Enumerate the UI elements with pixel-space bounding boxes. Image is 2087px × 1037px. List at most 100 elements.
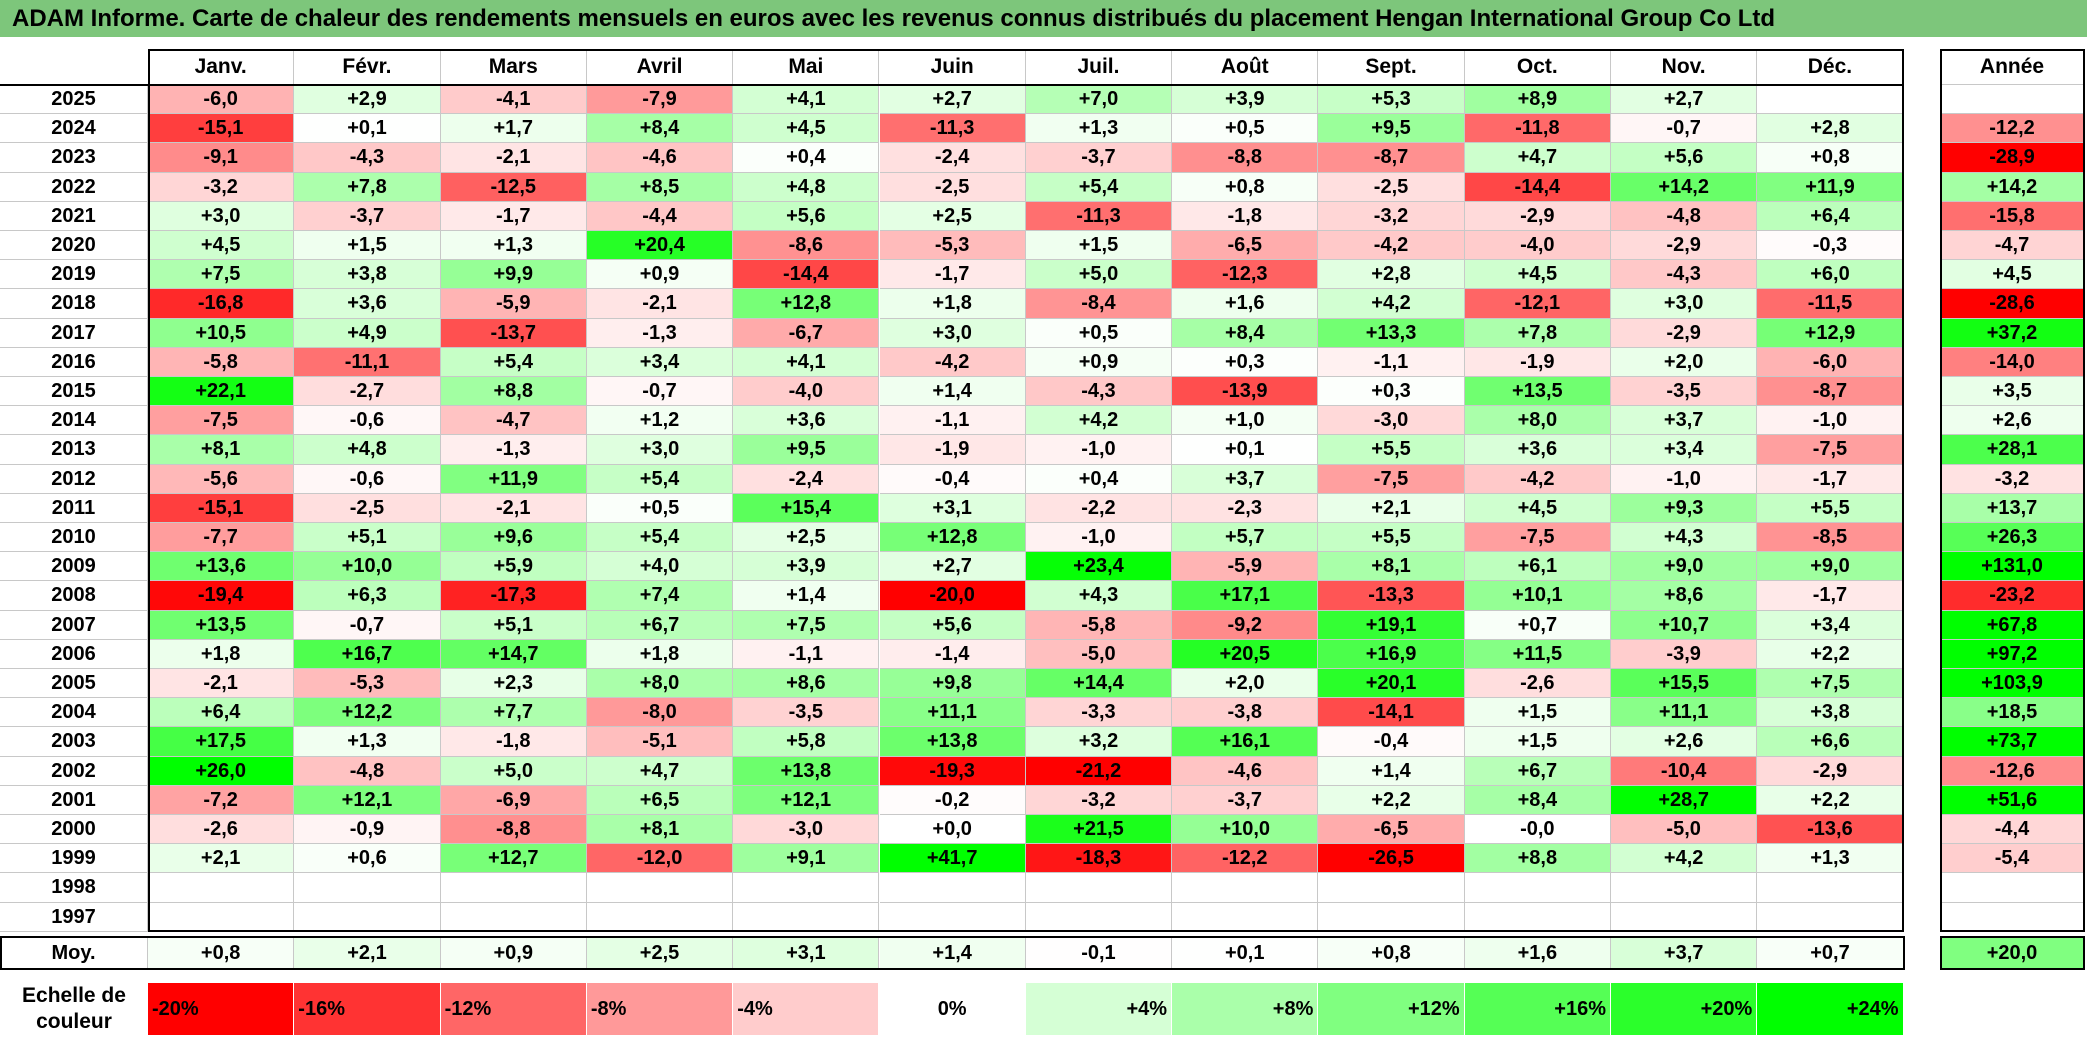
heatmap-cell: -5,9	[440, 289, 587, 319]
heatmap-cell: +13,3	[1318, 318, 1465, 348]
heatmap-cell: +11,9	[440, 464, 587, 494]
heatmap-cell: -1,3	[586, 318, 734, 348]
heatmap-cell: -12,1	[1464, 289, 1611, 319]
heatmap-cell: -6,5	[1318, 815, 1465, 845]
average-cell: +0,8	[148, 936, 295, 969]
annual-cell: -23,2	[1940, 581, 2085, 611]
average-cell: -0,1	[1025, 936, 1173, 969]
year-label: 2023	[0, 143, 148, 173]
average-cell: +2,1	[294, 936, 441, 969]
annual-cell: +14,2	[1940, 172, 2085, 202]
heatmap-cell: -4,0	[1464, 231, 1611, 261]
heatmap-cell: -8,0	[586, 698, 734, 728]
heatmap-cell: +3,6	[294, 289, 441, 319]
heatmap-cell: +1,5	[1025, 231, 1173, 261]
heatmap-cell: +1,5	[1464, 698, 1611, 728]
heatmap-cell	[294, 902, 441, 932]
annual-cell: +131,0	[1940, 552, 2085, 582]
heatmap-cell: +2,5	[733, 523, 880, 553]
annual-cell: -15,8	[1940, 201, 2085, 231]
heatmap-cell: +10,0	[294, 552, 441, 582]
heatmap-cell: +0,5	[586, 493, 734, 523]
year-label: 2014	[0, 406, 148, 436]
heatmap-cell: +5,4	[440, 347, 587, 377]
heatmap-cell: -8,7	[1318, 143, 1465, 173]
heatmap-cell: +7,5	[1757, 669, 1904, 699]
year-label: 1998	[0, 873, 148, 903]
year-label: 2018	[0, 289, 148, 319]
annual-cell: -4,4	[1940, 815, 2085, 845]
heatmap-cell: +2,8	[1318, 260, 1465, 290]
heatmap-cell: -8,5	[1757, 523, 1904, 553]
color-scale-step: -8%	[586, 982, 734, 1035]
heatmap-cell: -14,1	[1318, 698, 1465, 728]
heatmap-cell: +3,0	[879, 318, 1026, 348]
heatmap-cell: -1,7	[1757, 464, 1904, 494]
heatmap-cell: +1,3	[294, 727, 441, 757]
heatmap-cell: -3,8	[1172, 698, 1319, 728]
color-scale-step: +20%	[1611, 982, 1758, 1035]
heatmap-cell: +12,1	[733, 785, 880, 815]
heatmap-cell: -3,0	[1318, 406, 1465, 436]
month-header: Déc.	[1757, 49, 1904, 85]
heatmap-cell: -0,7	[1611, 114, 1758, 144]
heatmap-cell: +7,4	[586, 581, 734, 611]
color-scale-step: -16%	[294, 982, 441, 1035]
heatmap-cell: +9,5	[733, 435, 880, 465]
heatmap-cell: -4,6	[586, 143, 734, 173]
annual-cell: +37,2	[1940, 318, 2085, 348]
heatmap-cell: -1,7	[440, 201, 587, 231]
heatmap-cell: -19,3	[879, 756, 1026, 786]
heatmap-cell: -1,0	[1757, 406, 1904, 436]
heatmap-cell: +3,4	[586, 347, 734, 377]
annual-cell: -28,6	[1940, 289, 2085, 319]
heatmap-cell: +2,2	[1757, 639, 1904, 669]
heatmap-cell: +1,4	[1318, 756, 1465, 786]
heatmap-cell: -2,7	[294, 377, 441, 407]
heatmap-cell: -3,5	[733, 698, 880, 728]
heatmap-cell: +1,8	[586, 639, 734, 669]
heatmap-cell: +0,7	[1464, 610, 1611, 640]
heatmap-cell: -7,2	[148, 785, 295, 815]
heatmap-cell: -1,8	[440, 727, 587, 757]
heatmap-cell	[1318, 873, 1465, 903]
month-header: Mai	[733, 49, 880, 85]
month-header: Nov.	[1611, 49, 1758, 85]
heatmap-cell: +7,7	[440, 698, 587, 728]
heatmap-cell: +20,1	[1318, 669, 1465, 699]
heatmap-cell: -0,3	[1757, 231, 1904, 261]
heatmap-cell	[733, 873, 880, 903]
heatmap-cell: +1,3	[440, 231, 587, 261]
heatmap-cell: +5,3	[1318, 85, 1465, 115]
heatmap-cell: -1,7	[1757, 581, 1904, 611]
annual-cell: +28,1	[1940, 435, 2085, 465]
annual-cell: +51,6	[1940, 785, 2085, 815]
year-label: 2020	[0, 231, 148, 261]
heatmap-cell: +13,8	[879, 727, 1026, 757]
month-header: Sept.	[1318, 49, 1465, 85]
heatmap-cell: +9,5	[1318, 114, 1465, 144]
heatmap-cell: -4,2	[879, 347, 1026, 377]
heatmap-cell: +1,5	[1464, 727, 1611, 757]
year-label: 1999	[0, 844, 148, 874]
annual-cell: +97,2	[1940, 639, 2085, 669]
heatmap-cell: -4,3	[294, 143, 441, 173]
heatmap-cell: +10,1	[1464, 581, 1611, 611]
annual-cell: -28,9	[1940, 143, 2085, 173]
heatmap-cell: -5,3	[294, 669, 441, 699]
annual-cell: +26,3	[1940, 523, 2085, 553]
heatmap-cell: +2,3	[440, 669, 587, 699]
heatmap-cell: -3,5	[1611, 377, 1758, 407]
color-scale-step: +24%	[1757, 982, 1904, 1035]
heatmap-cell	[1464, 902, 1611, 932]
annual-cell: -14,0	[1940, 347, 2085, 377]
heatmap-cell: +5,6	[1611, 143, 1758, 173]
year-label: 2025	[0, 85, 148, 115]
heatmap-cell: +3,0	[586, 435, 734, 465]
heatmap-cell: -7,5	[1464, 523, 1611, 553]
heatmap-cell: -0,7	[294, 610, 441, 640]
heatmap-cell: +2,7	[879, 85, 1026, 115]
heatmap-cell: +2,0	[1172, 669, 1319, 699]
heatmap-cell: -12,3	[1172, 260, 1319, 290]
heatmap-cell: -5,0	[1611, 815, 1758, 845]
